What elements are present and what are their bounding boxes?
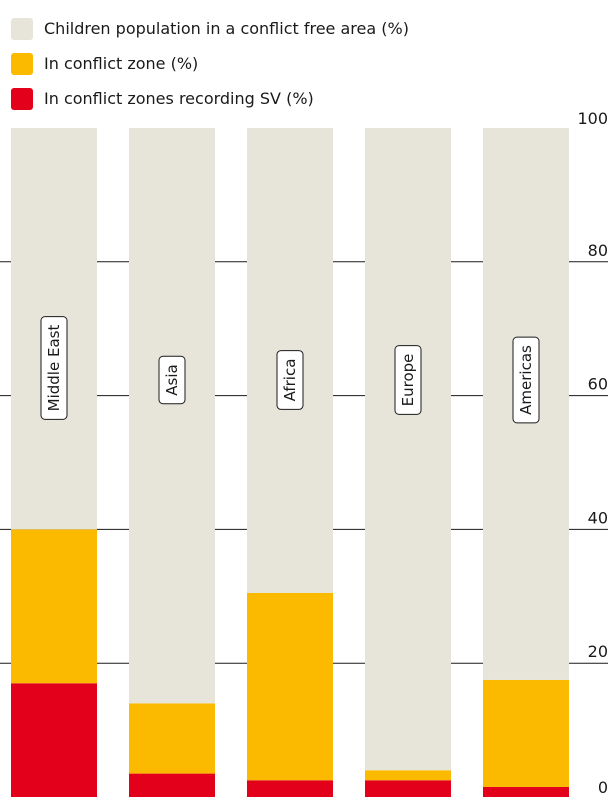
category-label-group: Europe (394, 345, 422, 415)
bar-africa-in-conflict-zone (247, 592, 333, 781)
legend: Children population in a conflict free a… (11, 18, 409, 110)
y-tick-label: 0 (598, 778, 608, 797)
bar-asia-in-conflict-zones-recording-sv (129, 773, 215, 797)
bar-africa-in-conflict-zones-recording-sv (247, 780, 333, 797)
category-label: Asia (163, 364, 181, 395)
category-labels: Middle East Asia Africa Europe Americas (40, 316, 540, 424)
y-tick-label: 80 (588, 241, 608, 260)
category-label-group: Americas (512, 336, 540, 424)
legend-swatch (11, 88, 33, 110)
y-axis-ticks: 0 20 40 60 80 100 (577, 109, 608, 797)
bar-europe-in-conflict-zones-recording-sv (365, 780, 451, 797)
legend-label: In conflict zones recording SV (%) (44, 89, 314, 108)
bar-americas-in-conflict-zones-recording-sv (483, 786, 569, 797)
category-label-box (158, 355, 186, 405)
category-label-group: Middle East (40, 316, 68, 420)
bar-europe-children-population-in-a-conflict-free-area (365, 128, 451, 771)
legend-label: In conflict zone (%) (44, 54, 198, 73)
category-label-box (394, 345, 422, 415)
category-label: Middle East (45, 325, 63, 412)
bar-europe-in-conflict-zone (365, 770, 451, 781)
legend-label: Children population in a conflict free a… (44, 19, 409, 38)
category-label: Europe (399, 354, 417, 407)
category-label-box (40, 316, 68, 420)
y-tick-label: 20 (588, 642, 608, 661)
category-label-box (276, 350, 304, 410)
category-label: Africa (281, 359, 299, 402)
legend-swatch (11, 18, 33, 40)
bar-middle-east-in-conflict-zones-recording-sv (11, 683, 97, 797)
y-tick-label: 40 (588, 508, 608, 527)
category-label: Americas (517, 345, 535, 415)
bar-asia-in-conflict-zone (129, 703, 215, 774)
bar-asia-children-population-in-a-conflict-free-area (129, 128, 215, 704)
y-tick-label: 60 (588, 375, 608, 394)
category-label-box (512, 336, 540, 424)
category-label-group: Africa (276, 350, 304, 410)
legend-swatch (11, 53, 33, 75)
y-tick-label: 100 (577, 109, 608, 128)
bar-americas-in-conflict-zone (483, 679, 569, 787)
category-label-group: Asia (158, 355, 186, 405)
bars (11, 128, 569, 797)
bar-middle-east-in-conflict-zone (11, 529, 97, 684)
